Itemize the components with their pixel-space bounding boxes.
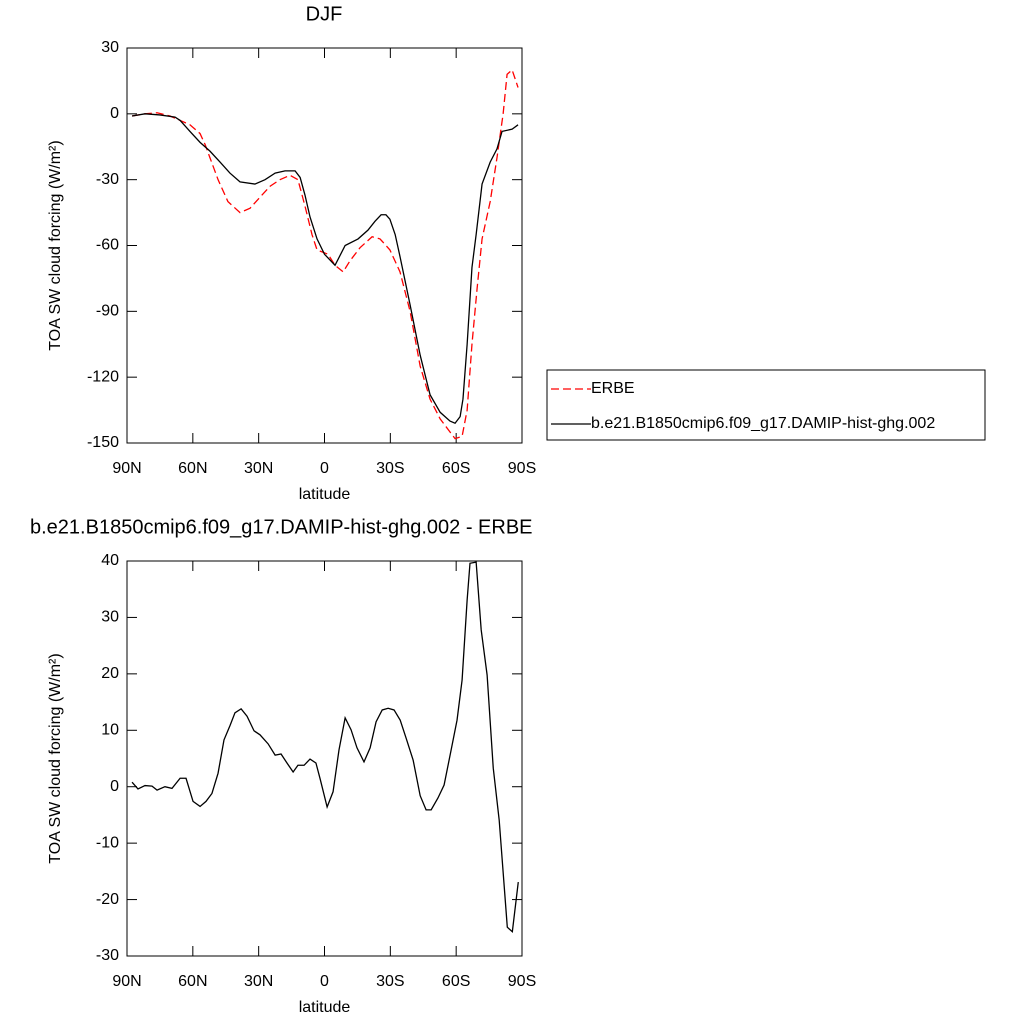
x-tick-label: 30S [376, 973, 404, 990]
data-line [131, 113, 519, 425]
plot-frame [126, 560, 523, 957]
x-axis-label: latitude [299, 486, 351, 503]
legend-label: b.e21.B1850cmip6.f09_g17.DAMIP-hist-ghg.… [591, 415, 935, 432]
legend-label: ERBE [591, 380, 635, 397]
x-axis-label: latitude [299, 999, 351, 1016]
x-tick-label: 30N [244, 460, 273, 477]
x-tick-label: 30N [244, 973, 273, 990]
x-tick-label: 90N [112, 460, 141, 477]
x-tick-label: 0 [320, 973, 329, 990]
data-line [131, 68, 519, 440]
x-tick-label: 30S [376, 460, 404, 477]
y-tick-label: 30 [101, 39, 119, 56]
x-tick-label: 60N [178, 460, 207, 477]
y-tick-label: -30 [96, 947, 119, 964]
y-tick-label: -20 [96, 891, 119, 908]
y-tick-label: 0 [110, 778, 119, 795]
x-tick-label: 90S [508, 460, 536, 477]
x-tick-label: 60N [178, 973, 207, 990]
y-tick-label: -120 [87, 368, 119, 385]
y-tick-label: -60 [96, 237, 119, 254]
x-tick-label: 60S [442, 973, 470, 990]
y-axis-label: TOA SW cloud forcing (W/m²) [47, 653, 64, 863]
x-tick-label: 60S [442, 460, 470, 477]
y-tick-label: -90 [96, 303, 119, 320]
y-axis-label: TOA SW cloud forcing (W/m²) [47, 140, 64, 350]
chart-title: DJF [306, 3, 343, 25]
y-tick-label: 30 [101, 609, 119, 626]
y-tick-label: -150 [87, 434, 119, 451]
x-tick-label: 90N [112, 973, 141, 990]
legend-box [546, 369, 986, 441]
data-line [131, 561, 519, 934]
x-tick-label: 90S [508, 973, 536, 990]
y-tick-label: 0 [110, 105, 119, 122]
y-tick-label: -30 [96, 171, 119, 188]
chart-title: b.e21.B1850cmip6.f09_g17.DAMIP-hist-ghg.… [30, 516, 533, 538]
y-tick-label: 10 [101, 722, 119, 739]
y-tick-label: 20 [101, 665, 119, 682]
y-tick-label: 40 [101, 552, 119, 569]
x-tick-label: 0 [320, 460, 329, 477]
plot-frame [126, 47, 523, 444]
y-tick-label: -10 [96, 834, 119, 851]
